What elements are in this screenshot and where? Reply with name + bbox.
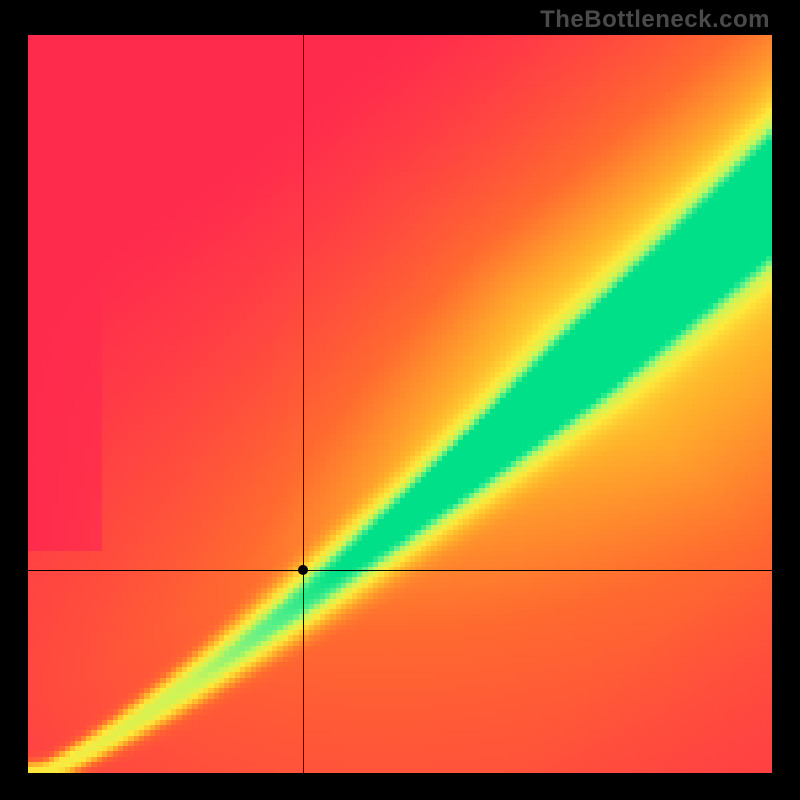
watermark-text: TheBottleneck.com <box>540 6 770 34</box>
heatmap-plot-area <box>28 35 772 773</box>
chart-outer-frame: TheBottleneck.com <box>0 0 800 800</box>
crosshair-overlay <box>28 35 772 773</box>
